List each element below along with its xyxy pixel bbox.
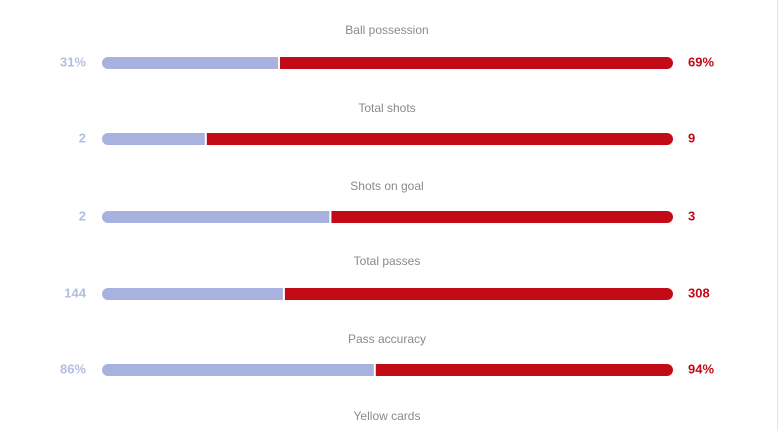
stat-label: Total passes	[354, 254, 421, 268]
away-bar	[374, 364, 673, 376]
away-value: 69%	[688, 54, 714, 69]
home-bar	[102, 57, 280, 69]
stat-label: Ball possession	[345, 23, 428, 37]
away-bar	[283, 288, 673, 300]
away-bar	[279, 57, 673, 69]
away-value: 9	[688, 130, 695, 145]
home-value: 31%	[60, 54, 86, 69]
stat-label: Total shots	[358, 101, 415, 115]
home-value: 2	[79, 130, 86, 145]
home-bar	[102, 133, 206, 145]
away-value: 94%	[688, 361, 714, 376]
away-bar	[330, 211, 673, 223]
away-bar	[205, 133, 673, 145]
stat-label: Shots on goal	[350, 179, 423, 193]
home-value: 86%	[60, 361, 86, 376]
home-value: 144	[64, 285, 86, 300]
stat-label: Pass accuracy	[348, 332, 426, 346]
home-bar	[102, 364, 375, 376]
home-value: 2	[79, 208, 86, 223]
away-value: 3	[688, 208, 695, 223]
home-bar	[102, 288, 284, 300]
home-bar	[102, 211, 331, 223]
away-value: 308	[688, 285, 710, 300]
stat-label: Yellow cards	[354, 409, 421, 423]
